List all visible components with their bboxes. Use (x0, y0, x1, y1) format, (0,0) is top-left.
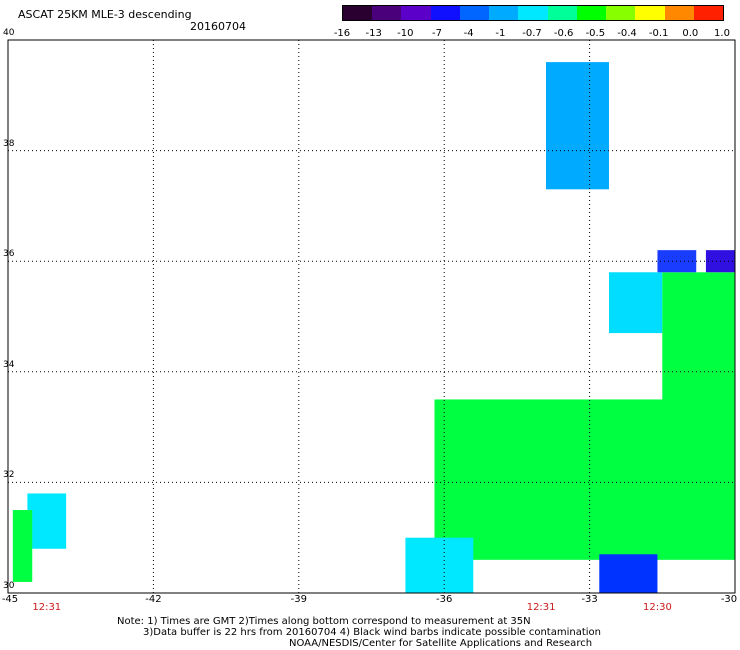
colorbar-swatch (693, 6, 724, 20)
colorbar-swatch (430, 6, 460, 20)
colorbar-swatch (343, 6, 373, 20)
longitude-label: -33 (581, 594, 598, 605)
colorbar-label: -4 (463, 28, 474, 39)
colorbar-swatch (459, 6, 490, 20)
latitude-label: 32 (3, 470, 15, 481)
map-date: 20160704 (190, 20, 246, 33)
colorbar-swatch (518, 6, 548, 20)
time-label: 12:31 (526, 602, 556, 613)
colorbar-label: -0.6 (553, 28, 574, 39)
colorbar-label: -16 (333, 28, 351, 39)
note-line-3: NOAA/NESDIS/Center for Satellite Applica… (289, 638, 593, 649)
colorbar-label: -13 (365, 28, 382, 39)
colorbar-swatch (664, 6, 694, 20)
wind-region-cyan-patch-east (608, 272, 663, 334)
note-line-1: Note: 1) Times are GMT 2)Times along bot… (117, 616, 531, 627)
latitude-label: 38 (3, 138, 15, 149)
wind-region-green-patch-west (12, 510, 33, 582)
colorbar-swatch (372, 6, 402, 20)
time-label: 12:30 (643, 602, 672, 613)
colorbar-label: -10 (397, 28, 414, 39)
longitude-label: -45 (1, 594, 19, 605)
map-title: ASCAT 25KM MLE-3 descending (18, 8, 192, 21)
plot-border (7, 39, 736, 594)
latitude-label: 34 (3, 359, 15, 370)
colorbar-swatch (606, 6, 636, 20)
colorbar (342, 5, 724, 21)
colorbar-label: 1.0 (714, 28, 730, 39)
latitude-label: 40 (3, 28, 15, 38)
colorbar-label: -7 (432, 28, 442, 39)
colorbar-label: -0.4 (617, 28, 637, 39)
wind-region-cyan-patch-southwest (405, 537, 474, 593)
colorbar-swatch (635, 6, 665, 20)
colorbar-swatch (401, 6, 431, 20)
time-label: 12:31 (32, 602, 62, 613)
colorbar-swatch (489, 6, 519, 20)
latitude-label: 30 (3, 581, 15, 591)
note-line-2: 3)Data buffer is 22 hrs from 20160704 4)… (143, 627, 601, 638)
colorbar-swatch (576, 6, 607, 20)
colorbar-label: 0.0 (682, 28, 699, 39)
longitude-label: -36 (436, 594, 453, 605)
colorbar-swatch (547, 6, 577, 20)
colorbar-label: -0.5 (585, 28, 606, 39)
longitude-label: -30 (720, 594, 738, 605)
wind-region-blue-spot-south (599, 554, 658, 593)
longitude-label: -39 (290, 594, 307, 605)
wind-region-blue-swath (545, 62, 609, 190)
colorbar-label: -0.1 (648, 28, 669, 39)
wind-region-green-region-main (434, 399, 735, 560)
wind-region-cyan-patch-west (27, 493, 67, 549)
colorbar-label: -1 (495, 28, 506, 39)
latitude-label: 36 (3, 249, 15, 260)
colorbar-label: -0.7 (522, 28, 542, 39)
longitude-label: -42 (145, 594, 162, 605)
